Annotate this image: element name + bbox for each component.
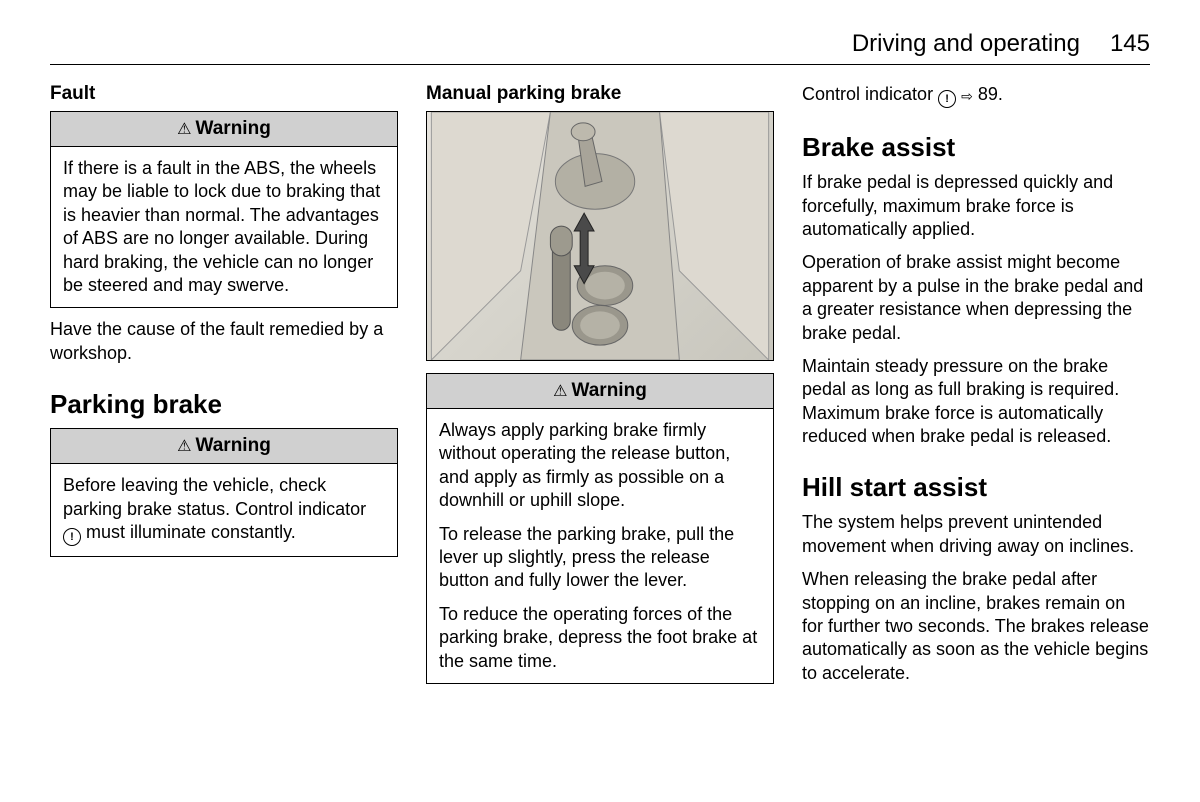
- column-3: Control indicator ! ⇨ 89. Brake assist I…: [802, 83, 1150, 695]
- warning-triangle-icon: ⚠: [553, 381, 567, 401]
- brake-assist-p3: Maintain steady pressure on the brake pe…: [802, 355, 1150, 449]
- parking-brake-warning-text: Before leaving the vehicle, check parkin…: [63, 474, 385, 546]
- parking-brake-svg: [427, 112, 773, 360]
- text-fragment: Control indicator: [802, 84, 938, 104]
- fault-after-text: Have the cause of the fault remedied by …: [50, 318, 398, 365]
- brake-assist-p1: If brake pedal is depressed quickly and …: [802, 171, 1150, 241]
- brake-indicator-icon: !: [938, 90, 956, 108]
- fault-warning-box: ⚠ Warning If there is a fault in the ABS…: [50, 111, 398, 308]
- text-fragment: 89.: [973, 84, 1003, 104]
- warning-body: Before leaving the vehicle, check parkin…: [51, 464, 397, 556]
- fault-heading: Fault: [50, 83, 398, 105]
- manual-brake-p3: To reduce the operating forces of the pa…: [439, 603, 761, 673]
- content-columns: Fault ⚠ Warning If there is a fault in t…: [50, 83, 1150, 695]
- hill-start-p1: The system helps prevent unintended move…: [802, 511, 1150, 558]
- text-fragment: must illuminate constantly.: [81, 522, 296, 542]
- brake-indicator-icon: !: [63, 528, 81, 546]
- warning-triangle-icon: ⚠: [177, 119, 191, 139]
- page-number: 145: [1110, 30, 1150, 58]
- page-header: Driving and operating 145: [50, 30, 1150, 65]
- parking-brake-warning-box: ⚠ Warning Before leaving the vehicle, ch…: [50, 428, 398, 557]
- manual-brake-p1: Always apply parking brake firmly withou…: [439, 419, 761, 513]
- hill-start-heading: Hill start assist: [802, 472, 1150, 503]
- column-1: Fault ⚠ Warning If there is a fault in t…: [50, 83, 398, 695]
- warning-header: ⚠ Warning: [427, 374, 773, 409]
- warning-triangle-icon: ⚠: [177, 436, 191, 456]
- warning-label: Warning: [196, 435, 271, 457]
- manual-brake-warning-box: ⚠ Warning Always apply parking brake fir…: [426, 373, 774, 684]
- brake-assist-p2: Operation of brake assist might become a…: [802, 251, 1150, 345]
- warning-body: If there is a fault in the ABS, the whee…: [51, 147, 397, 307]
- warning-body: Always apply parking brake firmly withou…: [427, 409, 773, 683]
- hill-start-p2: When releasing the brake pedal after sto…: [802, 568, 1150, 685]
- warning-label: Warning: [196, 118, 271, 140]
- manual-parking-brake-heading: Manual parking brake: [426, 83, 774, 105]
- fault-warning-text: If there is a fault in the ABS, the whee…: [63, 157, 385, 297]
- warning-header: ⚠ Warning: [51, 112, 397, 147]
- parking-brake-heading: Parking brake: [50, 389, 398, 420]
- warning-label: Warning: [572, 380, 647, 402]
- control-indicator-line: Control indicator ! ⇨ 89.: [802, 83, 1150, 108]
- column-2: Manual parking brake: [426, 83, 774, 695]
- section-title: Driving and operating: [852, 30, 1080, 58]
- manual-brake-p2: To release the parking brake, pull the l…: [439, 523, 761, 593]
- reference-arrow-icon: ⇨: [961, 88, 973, 104]
- text-fragment: Before leaving the vehicle, check parkin…: [63, 475, 366, 518]
- parking-brake-illustration: [426, 111, 774, 361]
- brake-assist-heading: Brake assist: [802, 132, 1150, 163]
- warning-header: ⚠ Warning: [51, 429, 397, 464]
